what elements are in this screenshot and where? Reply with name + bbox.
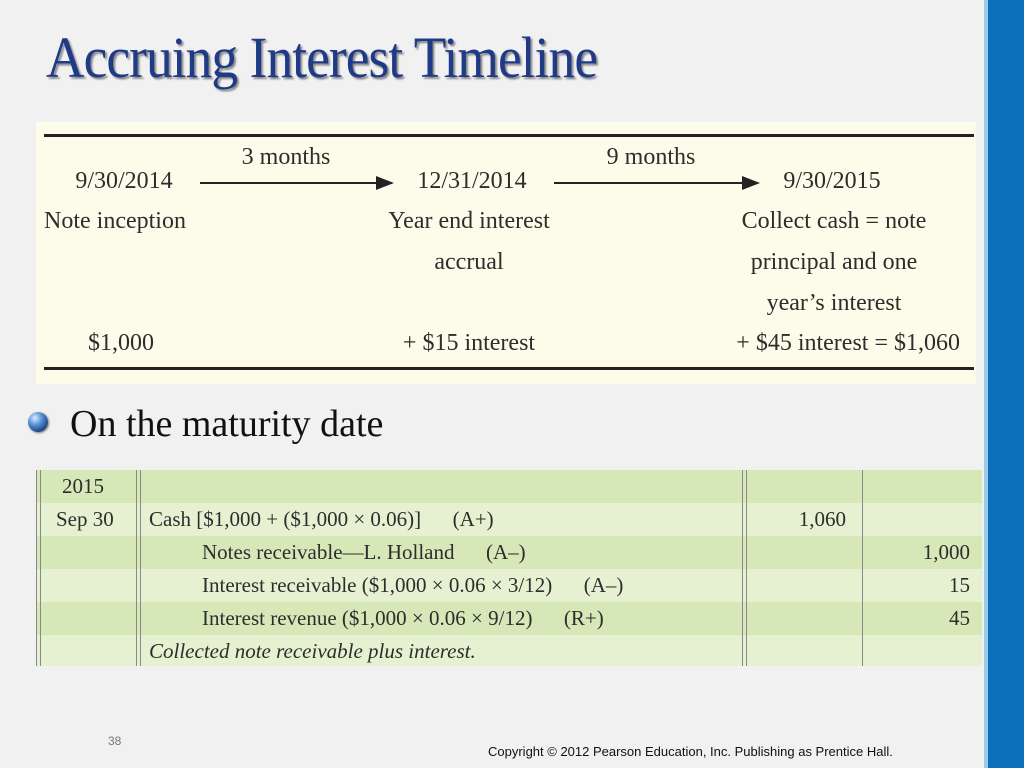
desc-collect-line-1: Collect cash = note <box>741 208 927 234</box>
journal-credit: 1,000 <box>922 540 970 564</box>
right-accent-bar <box>984 0 1024 768</box>
journal-credit: 45 <box>949 606 970 630</box>
journal-credit: 15 <box>949 573 970 597</box>
desc-inception: Note inception <box>44 208 186 234</box>
journal-debit: 1,060 <box>798 507 846 531</box>
table-row: Sep 30 Cash [$1,000 + ($1,000 × 0.06)] (… <box>36 503 982 536</box>
timeline-figure: 3 months 9 months 9/30/2014 12/31/2014 9… <box>36 122 976 384</box>
interval-label-1: 3 months <box>241 144 331 170</box>
desc-accrual-line-1: Year end interest <box>388 208 550 234</box>
amount-principal: $1,000 <box>88 330 154 356</box>
bullet-icon <box>28 412 48 432</box>
page-number: 38 <box>108 734 122 748</box>
bullet-text: On the maturity date <box>70 403 384 445</box>
journal-account: Interest revenue ($1,000 × 0.06 × 9/12) … <box>202 606 604 630</box>
desc-collect-line-3: year’s interest <box>766 290 902 316</box>
journal-account: Cash [$1,000 + ($1,000 × 0.06)] (A+) <box>149 507 494 531</box>
table-row: Interest receivable ($1,000 × 0.06 × 3/1… <box>36 569 982 602</box>
desc-accrual-line-2: accrual <box>434 249 504 275</box>
column-divider <box>136 470 137 666</box>
slide-title: Accruing Interest Timeline <box>46 25 598 90</box>
table-row: Collected note receivable plus interest. <box>36 635 982 666</box>
date-maturity: 9/30/2015 <box>783 168 881 194</box>
arrow-right-icon <box>554 176 760 190</box>
journal-explanation: Collected note receivable plus interest. <box>149 639 476 663</box>
column-divider <box>746 470 747 666</box>
column-divider <box>140 470 141 666</box>
journal-date: 2015 <box>62 474 104 498</box>
journal-account: Notes receivable—L. Holland (A–) <box>202 540 526 564</box>
table-row: Interest revenue ($1,000 × 0.06 × 9/12) … <box>36 602 982 635</box>
table-row: Notes receivable—L. Holland (A–) 1,000 <box>36 536 982 569</box>
timeline-top-rule <box>44 134 974 137</box>
amount-accrued-interest: + $15 interest <box>402 330 536 356</box>
date-start: 9/30/2014 <box>75 168 173 194</box>
amount-total-collected: + $45 interest = $1,060 <box>736 330 960 356</box>
date-year-end: 12/31/2014 <box>417 168 527 194</box>
arrow-right-icon <box>200 176 394 190</box>
column-divider <box>862 470 863 666</box>
column-divider <box>40 470 41 666</box>
journal-account: Interest receivable ($1,000 × 0.06 × 3/1… <box>202 573 624 597</box>
interval-label-2: 9 months <box>606 144 696 170</box>
desc-collect-line-2: principal and one <box>750 249 918 275</box>
journal-entry-table: 2015 Sep 30 Cash [$1,000 + ($1,000 × 0.0… <box>36 470 982 666</box>
column-divider <box>742 470 743 666</box>
table-row: 2015 <box>36 470 982 503</box>
journal-date: Sep 30 <box>56 507 114 531</box>
copyright-notice: Copyright © 2012 Pearson Education, Inc.… <box>488 744 893 759</box>
timeline-bottom-rule <box>44 367 974 370</box>
column-divider <box>36 470 37 666</box>
